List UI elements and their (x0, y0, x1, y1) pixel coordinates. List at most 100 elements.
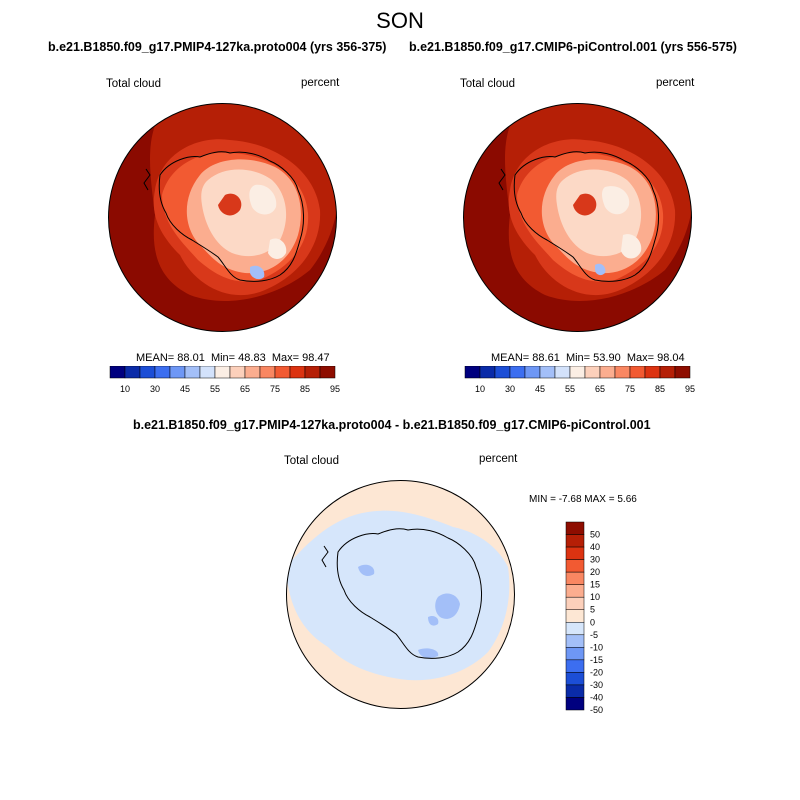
diff-panel-title: b.e21.B1850.f09_g17.PMIP4-127ka.proto004… (133, 418, 651, 432)
peninsula-coastline (143, 168, 151, 191)
colorbar-cell (494, 366, 511, 379)
colorbar-tick-label: -15 (590, 655, 603, 665)
colorbar-cell (565, 534, 585, 548)
colorbar-tick-label: 55 (210, 384, 220, 394)
colorbar-cell (464, 366, 481, 379)
diff-variable-label: Total cloud (284, 455, 339, 467)
colorbar-cell (509, 366, 526, 379)
low-cloud-patch (595, 263, 606, 276)
colorbar-cell (539, 366, 556, 379)
colorbar-cell (599, 366, 616, 379)
antarctica-coastline (513, 151, 659, 282)
colorbar-cell (565, 672, 585, 686)
colorbar-tick-label: 75 (625, 384, 635, 394)
colorbar-cell (304, 366, 321, 379)
colorbar-cell (259, 366, 276, 379)
diff-minmax-text: MIN = -7.68 MAX = 5.66 (529, 494, 637, 505)
colorbar-tick-label: 45 (180, 384, 190, 394)
diff-polar-map (286, 480, 515, 709)
colorbar-tick-label: 95 (330, 384, 340, 394)
map-border (286, 480, 515, 709)
colorbar-cell (139, 366, 156, 379)
panel-2-stats: MEAN= 88.61 Min= 53.90 Max= 98.04 (491, 352, 685, 364)
colorbar-cell (274, 366, 291, 379)
colorbar-cell (565, 684, 585, 698)
colorbar-tick-label: 55 (565, 384, 575, 394)
panel-1-units-label: percent (301, 77, 340, 89)
colorbar-cell (319, 366, 336, 379)
panel-1-variable-label: Total cloud (106, 78, 161, 90)
map-border (463, 103, 692, 332)
panel-2-units-label: percent (656, 77, 695, 89)
colorbar-cell (565, 659, 585, 673)
colorbar-cell (565, 559, 585, 573)
colorbar-tick-label: -40 (590, 692, 603, 702)
panel-2-polar-map (463, 103, 692, 332)
colorbar-tick-label: 10 (120, 384, 130, 394)
colorbar-cell (565, 584, 585, 598)
colorbar-tick-label: 0 (590, 617, 595, 627)
colorbar-cell (154, 366, 171, 379)
colorbar-tick-label: 65 (240, 384, 250, 394)
colorbar-tick-label: 10 (475, 384, 485, 394)
colorbar-tick-label: 45 (535, 384, 545, 394)
colorbar-tick-label: -50 (590, 705, 603, 714)
colorbar-tick-label: 50 (590, 530, 600, 540)
colorbar-cell (565, 521, 585, 535)
colorbar-tick-label: -20 (590, 667, 603, 677)
colorbar-cell (124, 366, 141, 379)
colorbar-cell (214, 366, 231, 379)
colorbar-cell (644, 366, 661, 379)
colorbar-cell (289, 366, 306, 379)
colorbar-cell (184, 366, 201, 379)
colorbar-cell (659, 366, 676, 379)
map-border (108, 103, 337, 332)
colorbar-cell (109, 366, 126, 379)
colorbar-tick-label: -5 (590, 630, 598, 640)
colorbar-tick-label: 20 (590, 567, 600, 577)
ice-sheet-white (602, 186, 630, 215)
colorbar-cell (614, 366, 631, 379)
colorbar-tick-label: 40 (590, 542, 600, 552)
colorbar-tick-label: 30 (150, 384, 160, 394)
colorbar-cell (169, 366, 186, 379)
colorbar-cell (565, 609, 585, 623)
panel-2-variable-label: Total cloud (460, 78, 515, 90)
colorbar-tick-label: 85 (655, 384, 665, 394)
colorbar-cell (569, 366, 586, 379)
colorbar-cell (199, 366, 216, 379)
colorbar-tick-label: -10 (590, 642, 603, 652)
panel-1-polar-map (108, 103, 337, 332)
colorbar-tick-label: -30 (590, 680, 603, 690)
colorbar-cell (479, 366, 496, 379)
colorbar-tick-label: 85 (300, 384, 310, 394)
colorbar-tick-label: 15 (590, 580, 600, 590)
colorbar-cell (229, 366, 246, 379)
colorbar-tick-label: 75 (270, 384, 280, 394)
colorbar-cell (565, 634, 585, 648)
colorbar-tick-label: 10 (590, 592, 600, 602)
colorbar-cell (584, 366, 601, 379)
colorbar-cell (244, 366, 261, 379)
panel-2-title: b.e21.B1850.f09_g17.CMIP6-piControl.001 … (409, 40, 737, 54)
colorbar-cell (554, 366, 571, 379)
colorbar-cell (565, 697, 585, 711)
panel-1-title: b.e21.B1850.f09_g17.PMIP4-127ka.proto004… (48, 40, 387, 54)
panel-2-colorbar: 10 30 45 55 65 75 85 95 (464, 366, 695, 394)
colorbar-tick-label: 95 (685, 384, 695, 394)
antarctica-coastline (158, 151, 304, 282)
diff-units-label: percent (479, 453, 518, 465)
colorbar-tick-label: 30 (590, 555, 600, 565)
colorbar-cell (565, 647, 585, 661)
peninsula-coastline (321, 545, 329, 568)
colorbar-cell (674, 366, 691, 379)
low-cloud-patch (250, 265, 265, 280)
negative-anomaly-field (286, 510, 510, 681)
peninsula-coastline (498, 168, 506, 191)
colorbar-cell (524, 366, 541, 379)
colorbar-tick-label: 65 (595, 384, 605, 394)
panel-1-stats: MEAN= 88.01 Min= 48.83 Max= 98.47 (136, 352, 330, 364)
negative-anomaly-core (435, 593, 460, 619)
colorbar-cell (565, 571, 585, 585)
